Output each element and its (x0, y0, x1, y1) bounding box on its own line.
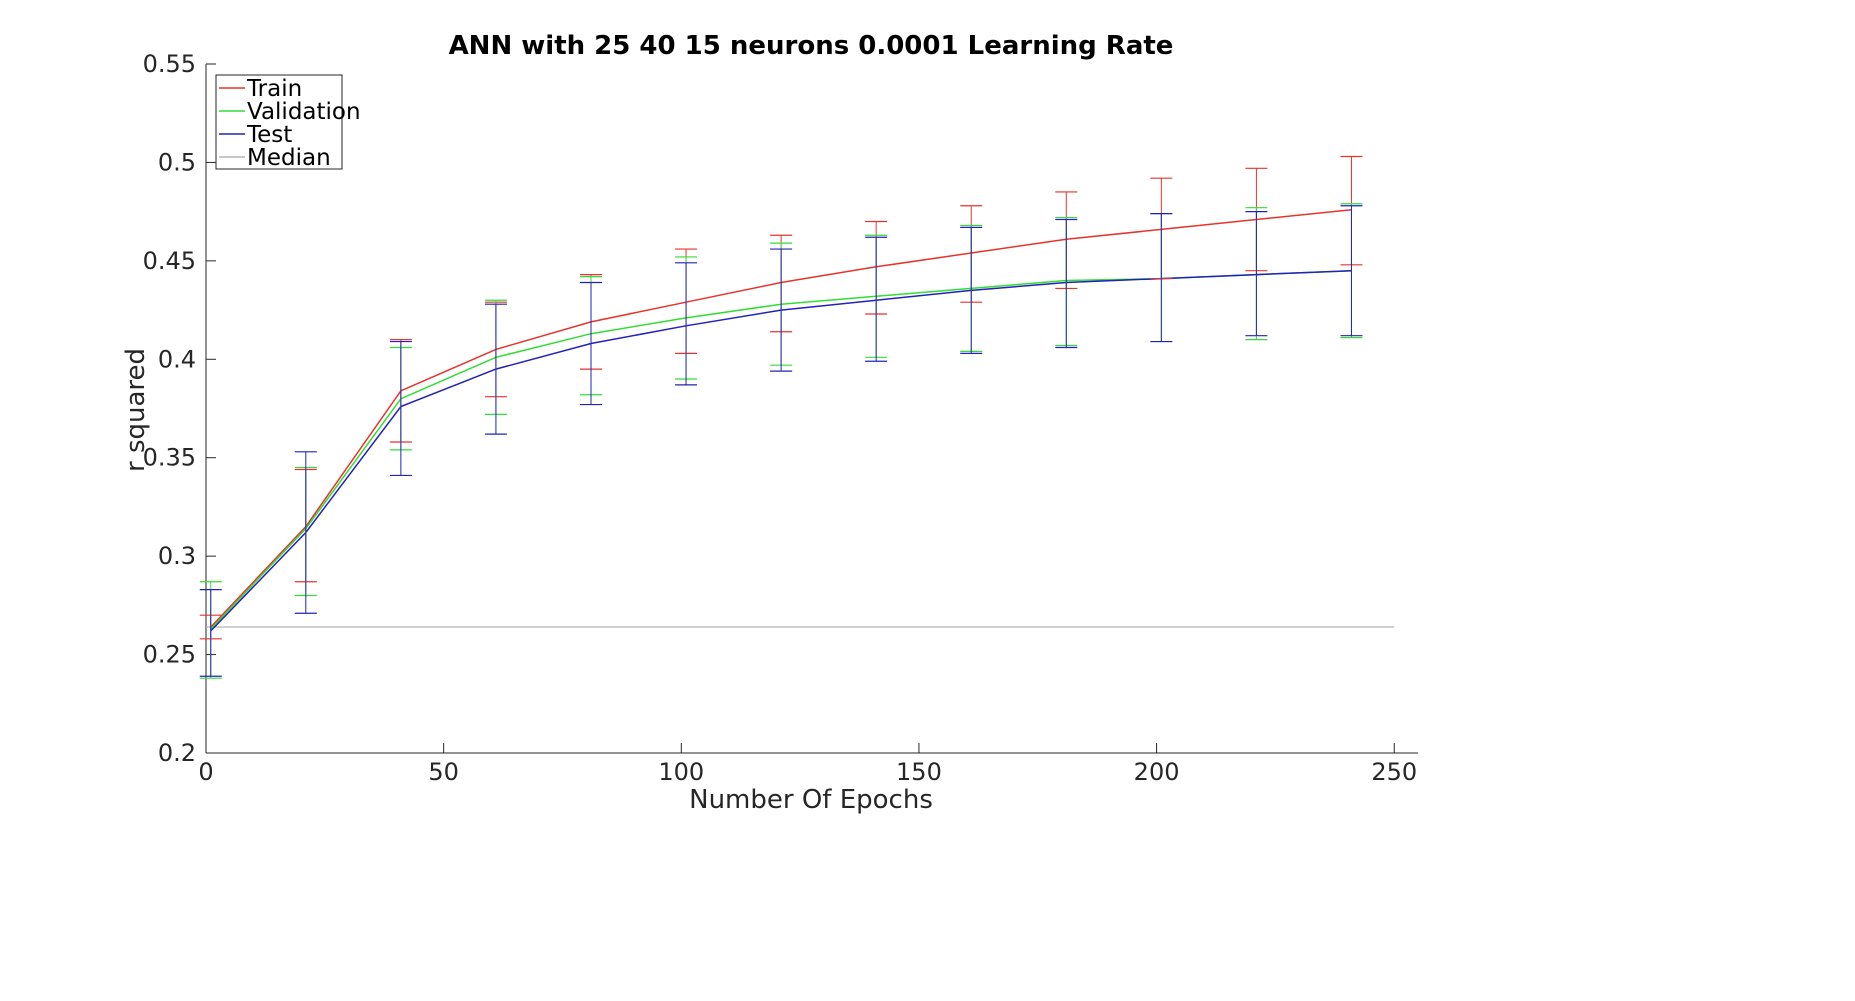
x-tick-label: 100 (658, 758, 704, 786)
y-tick-label: 0.3 (158, 542, 196, 570)
x-axis-label: Number Of Epochs (689, 785, 933, 815)
legend-box (215, 74, 343, 170)
legend-label-median: Median (247, 145, 331, 171)
y-tick-label: 0.4 (158, 345, 196, 373)
y-tick-label: 0.55 (143, 50, 196, 78)
x-tick-label: 50 (428, 758, 459, 786)
legend-label-train: Train (246, 76, 302, 102)
legend-label-validation: Validation (247, 99, 361, 125)
x-tick-label: 250 (1371, 758, 1417, 786)
y-tick-label: 0.35 (143, 444, 196, 472)
y-tick-label: 0.2 (158, 739, 196, 767)
errorbar-layer (199, 155, 1363, 679)
axes: 0 50 100 150 200 250 0.2 0.25 0.3 0.35 0.4 0.45 0.5 0… (143, 50, 1418, 786)
legend-label-test: Test (246, 122, 292, 148)
y-axis-label: r squared (121, 348, 151, 472)
x-tick-label: 150 (896, 758, 942, 786)
y-tick-label: 0.25 (143, 641, 196, 669)
x-tick-label: 0 (198, 758, 213, 786)
y-tick-label: 0.45 (143, 247, 196, 275)
chart-title: ANN with 25 40 15 neurons 0.0001 Learnin… (449, 31, 1174, 61)
y-tick-label: 0.5 (158, 148, 196, 176)
x-tick-label: 200 (1134, 758, 1180, 786)
